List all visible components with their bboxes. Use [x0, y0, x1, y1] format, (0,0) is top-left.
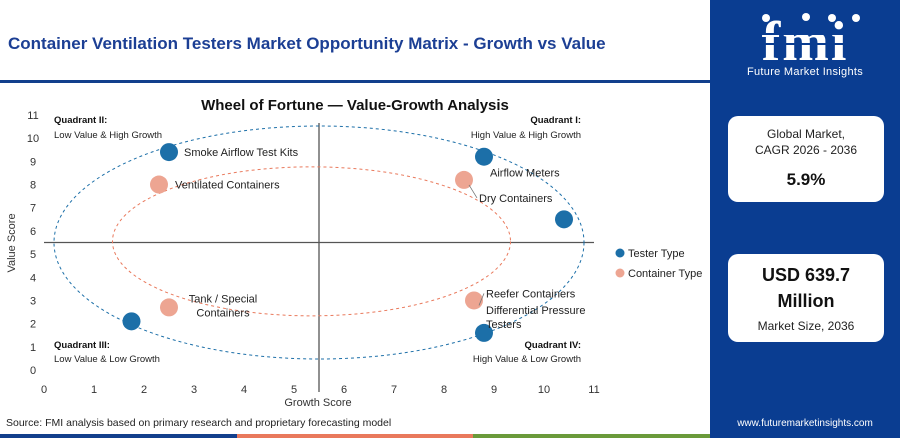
x-tick-label: 7: [391, 384, 397, 396]
quadrant-title: Quadrant III:: [54, 340, 110, 351]
x-tick-label: 10: [538, 384, 550, 396]
y-axis-label: Value Score: [6, 213, 18, 272]
cagr-value: 5.9%: [786, 170, 826, 189]
data-point: [455, 170, 473, 189]
y-tick-label: 10: [27, 133, 39, 145]
header-divider: [0, 80, 710, 83]
x-tick-label: 2: [141, 384, 147, 396]
data-point: [555, 210, 573, 229]
data-point: [160, 298, 178, 317]
inner-ring: [112, 166, 511, 317]
market-size-value-line2: Million: [777, 291, 835, 311]
y-tick-label: 0: [30, 365, 36, 377]
leader-line: [478, 293, 485, 306]
quadrant-subtitle: Low Value & Low Growth: [54, 354, 160, 365]
quadrant-title: Quadrant I:: [530, 115, 581, 126]
cagr-card: Global Market, CAGR 2026 - 2036 5.9%: [728, 116, 884, 202]
y-tick-label: 5: [30, 249, 36, 261]
quadrant-title: Quadrant II:: [54, 115, 107, 126]
legend-marker: [615, 248, 625, 258]
point-label: Dry Containers: [479, 193, 553, 205]
x-tick-label: 6: [341, 384, 347, 396]
page-title: Container Ventilation Testers Market Opp…: [8, 34, 606, 53]
cagr-label-line2: CAGR 2026 - 2036: [754, 143, 858, 157]
chart-title: Wheel of Fortune — Value-Growth Analysis: [201, 97, 509, 114]
y-tick-label: 4: [30, 272, 36, 284]
y-tick-label: 7: [30, 203, 36, 215]
point-label: Differential Pressure Testers: [486, 305, 585, 331]
point-label: Smoke Airflow Test Kits: [184, 147, 299, 159]
y-tick-label: 1: [30, 342, 36, 354]
x-tick-label: 8: [441, 384, 447, 396]
fmi-logo: fmi: [742, 11, 868, 73]
data-point: [465, 291, 483, 310]
x-axis-label: Growth Score: [284, 397, 351, 409]
point-label: Airflow Meters: [490, 168, 560, 180]
point-label: Tank / Special Containers: [189, 293, 257, 319]
website-link[interactable]: www.futuremarketinsights.com: [737, 418, 873, 429]
x-tick-label: 0: [41, 384, 47, 396]
quadrant-subtitle: High Value & Low Growth: [473, 354, 581, 365]
market-size-value-line1: USD 639.7: [761, 265, 851, 285]
x-tick-label: 5: [291, 384, 297, 396]
opportunity-matrix-chart: 0 1 2 3 4 5 6 7 8 9 10 11 0 1 2 3 4 5 6 7 8 9 10 11 Quadrant II…: [6, 97, 702, 409]
x-tick-label: 3: [191, 384, 197, 396]
point-label: Ventilated Containers: [175, 180, 280, 192]
y-tick-label: 9: [30, 156, 36, 168]
quadrant-subtitle: Low Value & High Growth: [54, 130, 162, 141]
data-point: [160, 143, 178, 162]
y-tick-label: 8: [30, 180, 36, 192]
y-tick-label: 3: [30, 295, 36, 307]
y-tick-label: 11: [27, 110, 38, 122]
x-tick-label: 1: [91, 384, 97, 396]
header: Container Ventilation Testers Market Opp…: [0, 0, 710, 88]
market-size-label: Market Size, 2036: [757, 319, 855, 333]
quadrant-title: Quadrant IV:: [525, 340, 581, 351]
logo-tagline: Future Market Insights: [746, 66, 864, 78]
legend-label: Tester Type: [628, 248, 685, 260]
y-tick-label: 2: [30, 319, 36, 331]
market-size-card: USD 639.7 Million Market Size, 2036: [728, 254, 884, 342]
y-tick-label: 6: [30, 226, 36, 238]
data-point: [150, 175, 168, 194]
x-tick-label: 4: [241, 384, 247, 396]
source-note: Source: FMI analysis based on primary re…: [6, 417, 392, 429]
quadrant-subtitle: High Value & High Growth: [471, 130, 581, 141]
legend-marker: [615, 268, 625, 278]
legend-label: Container Type: [628, 268, 702, 280]
leader-line: [468, 184, 478, 199]
bottom-color-strip: [0, 434, 711, 438]
x-tick-label: 11: [588, 384, 599, 396]
data-point: [475, 147, 493, 166]
sidebar: fmi Future Market Insights Global Market…: [710, 0, 900, 438]
x-tick-label: 9: [491, 384, 497, 396]
data-point: [122, 312, 141, 331]
data-point: [475, 323, 493, 342]
outer-ring: [53, 125, 585, 360]
point-label: Reefer Containers: [486, 288, 576, 300]
cagr-label-line1: Global Market,: [766, 127, 846, 141]
